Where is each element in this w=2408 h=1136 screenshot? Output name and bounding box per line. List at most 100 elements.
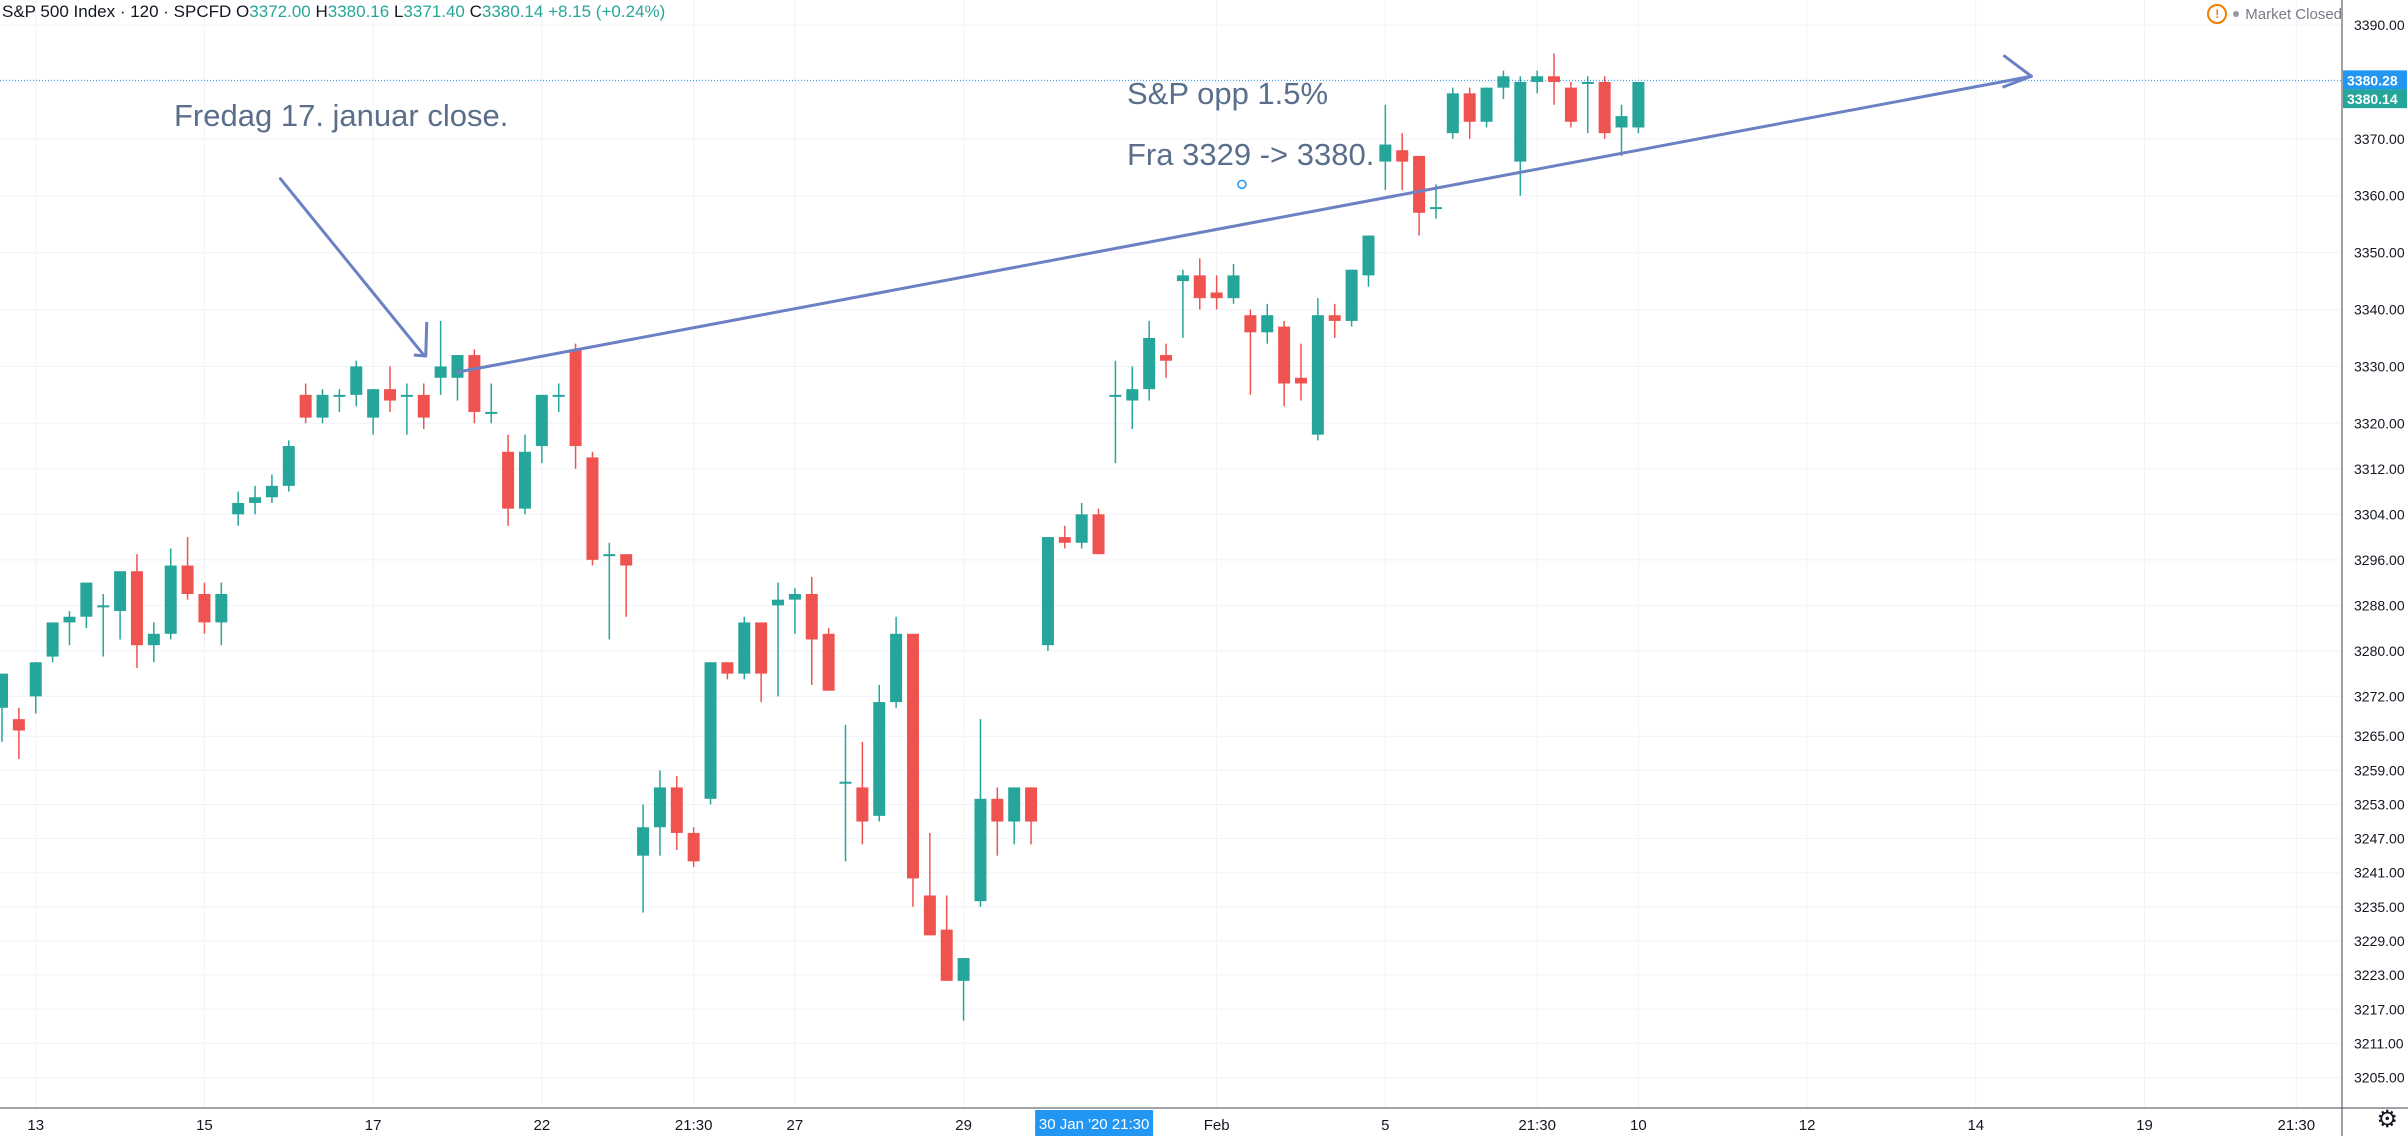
candle[interactable] [1193, 258, 1206, 310]
candle[interactable] [1075, 502, 1088, 549]
candle[interactable] [620, 554, 633, 617]
candle[interactable] [839, 724, 852, 862]
candle[interactable] [384, 366, 397, 412]
candle[interactable] [552, 383, 565, 412]
candle[interactable] [805, 576, 818, 686]
annotation-drawings[interactable] [278, 54, 2033, 374]
candle[interactable] [249, 485, 262, 515]
candle[interactable] [637, 804, 650, 913]
market-status[interactable]: ! Market Closed [2207, 4, 2342, 24]
candle[interactable] [0, 673, 8, 742]
candle[interactable] [1261, 303, 1274, 344]
candle[interactable] [535, 394, 548, 464]
candle[interactable] [130, 554, 143, 668]
candle[interactable] [1143, 320, 1156, 401]
candle[interactable] [1227, 264, 1240, 304]
candle[interactable] [417, 383, 430, 429]
candle[interactable] [1413, 155, 1426, 236]
candle[interactable] [1109, 360, 1122, 464]
candle[interactable] [1311, 298, 1324, 441]
candle[interactable] [603, 542, 616, 640]
candle[interactable] [1497, 70, 1510, 100]
time-axis[interactable]: 13 15 17 22 21:30 27 29 Feb 5 21:30 10 12 14 19 21:30 3… [0, 1107, 2408, 1136]
gear-icon[interactable]: ⚙ [2376, 1106, 2398, 1133]
candle[interactable] [1008, 787, 1021, 845]
candle[interactable] [974, 719, 987, 907]
candle[interactable] [1345, 269, 1358, 327]
candle[interactable] [1514, 76, 1527, 196]
candle[interactable] [586, 451, 599, 566]
candle[interactable] [788, 588, 801, 634]
candle[interactable] [1615, 104, 1628, 156]
candle[interactable] [991, 787, 1004, 856]
candle[interactable] [653, 770, 666, 856]
candle[interactable] [400, 383, 413, 435]
candle[interactable] [451, 355, 464, 401]
candle[interactable] [873, 685, 886, 822]
arrow-friday-close[interactable] [278, 177, 426, 357]
candle[interactable] [434, 320, 447, 395]
candle[interactable] [1446, 87, 1459, 139]
candle[interactable] [569, 343, 582, 469]
symbol-name[interactable]: S&P 500 Index · 120 · SPCFD [2, 2, 232, 21]
annotation-note-friday-close[interactable]: Fredag 17. januar close. [174, 98, 509, 133]
candle[interactable] [485, 383, 498, 424]
candle[interactable] [957, 958, 970, 1021]
candle[interactable] [215, 582, 228, 646]
candle[interactable] [1548, 53, 1561, 105]
candle[interactable] [772, 582, 785, 697]
candle[interactable] [1379, 104, 1392, 191]
candle[interactable] [1362, 235, 1375, 287]
candle[interactable] [670, 776, 683, 850]
candle[interactable] [181, 537, 194, 600]
candle[interactable] [1531, 70, 1544, 94]
candle[interactable] [1632, 81, 1645, 134]
candle[interactable] [1058, 525, 1071, 549]
candle[interactable] [755, 622, 768, 703]
candle[interactable] [46, 622, 59, 663]
candle[interactable] [1564, 81, 1577, 128]
candle[interactable] [80, 582, 93, 629]
candle[interactable] [738, 616, 751, 680]
candle[interactable] [1581, 76, 1594, 134]
candle[interactable] [232, 491, 245, 526]
candle[interactable] [704, 662, 717, 805]
candle[interactable] [1092, 508, 1105, 555]
symbol-legend[interactable]: S&P 500 Index · 120 · SPCFD O3372.00 H33… [2, 2, 665, 22]
candle[interactable] [856, 741, 869, 845]
candle[interactable] [1041, 537, 1054, 651]
candle[interactable] [468, 349, 481, 424]
candle[interactable] [1328, 303, 1341, 338]
candle[interactable] [687, 827, 700, 868]
candle[interactable] [367, 389, 380, 435]
annotation-note-range[interactable]: Fra 3329 -> 3380. [1127, 137, 1375, 172]
candle[interactable] [1429, 184, 1442, 219]
candles[interactable] [0, 53, 1645, 1021]
candle[interactable] [1210, 275, 1223, 310]
candle[interactable] [721, 662, 734, 680]
candle[interactable] [518, 434, 531, 515]
candle[interactable] [502, 434, 515, 526]
candle[interactable] [164, 548, 177, 640]
annotation-note-gain[interactable]: S&P opp 1.5% [1127, 76, 1329, 111]
candle[interactable] [1025, 787, 1038, 845]
candle[interactable] [147, 622, 160, 663]
candle[interactable] [906, 633, 919, 907]
text-anchor-handle[interactable] [1237, 179, 1247, 190]
candle[interactable] [29, 662, 42, 714]
candle[interactable] [1176, 269, 1189, 338]
candle[interactable] [1160, 343, 1173, 378]
candle[interactable] [1396, 133, 1409, 191]
candle[interactable] [265, 474, 278, 503]
candle[interactable] [333, 389, 346, 412]
candle[interactable] [1463, 87, 1476, 139]
candle[interactable] [350, 360, 363, 407]
candle[interactable] [299, 383, 312, 424]
candle[interactable] [1278, 320, 1291, 407]
warning-icon[interactable]: ! [2207, 4, 2228, 24]
candle[interactable] [97, 593, 110, 657]
candle[interactable] [63, 611, 76, 646]
candle[interactable] [940, 895, 953, 981]
candle[interactable] [1598, 76, 1611, 139]
